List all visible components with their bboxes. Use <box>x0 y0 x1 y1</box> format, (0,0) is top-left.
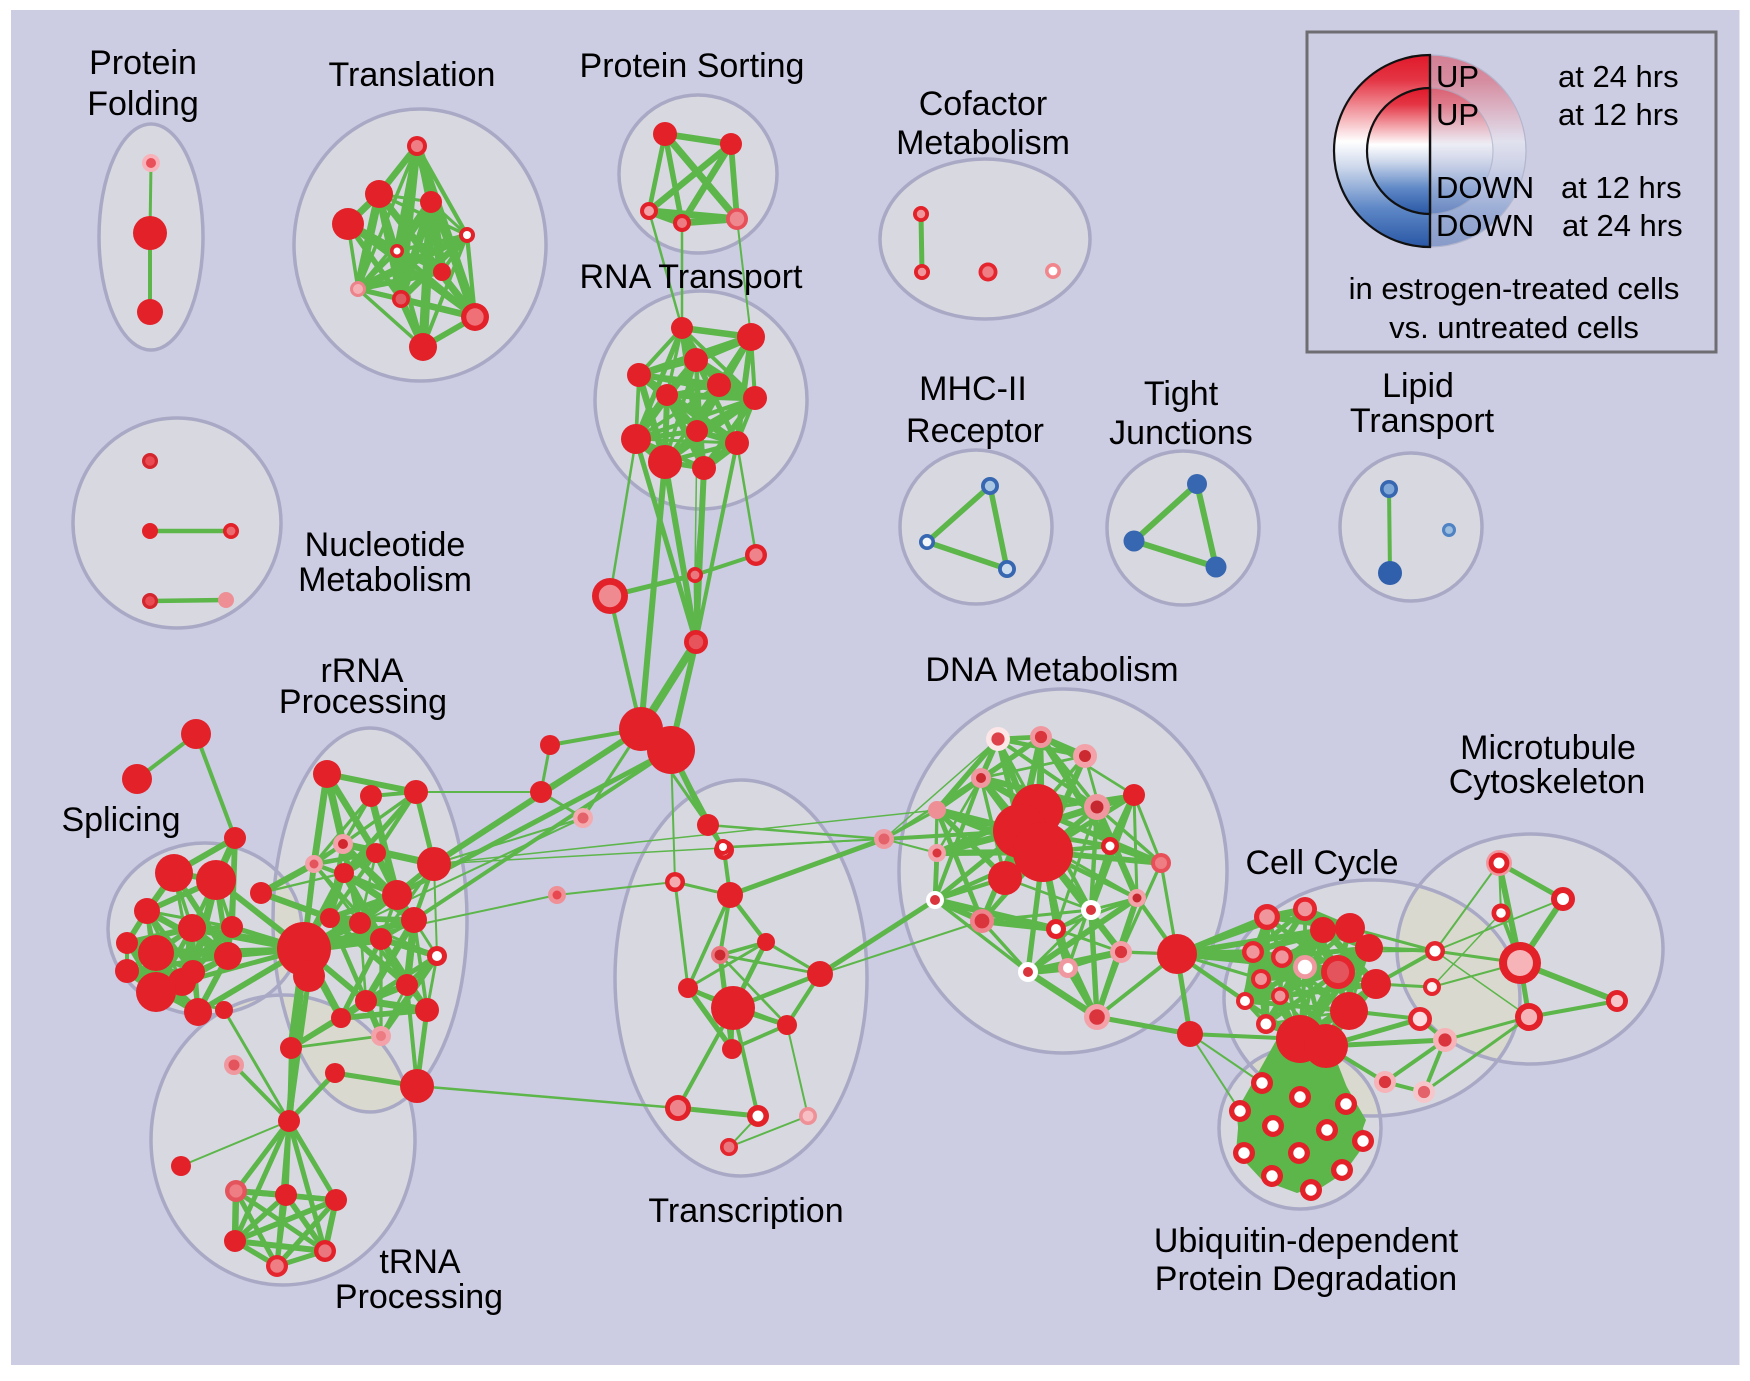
svg-text:Folding: Folding <box>87 85 199 123</box>
svg-text:at 12 hrs: at 12 hrs <box>1561 170 1682 205</box>
svg-text:tRNA: tRNA <box>379 1243 461 1281</box>
svg-text:Ubiquitin-dependent: Ubiquitin-dependent <box>1154 1222 1459 1260</box>
svg-text:in estrogen-treated cells: in estrogen-treated cells <box>1349 271 1680 306</box>
svg-text:DNA Metabolism: DNA Metabolism <box>925 651 1178 689</box>
svg-text:Lipid: Lipid <box>1382 367 1454 405</box>
svg-text:Processing: Processing <box>279 683 447 721</box>
svg-text:DOWN: DOWN <box>1436 208 1534 243</box>
svg-text:rRNA: rRNA <box>320 652 403 690</box>
svg-text:UP: UP <box>1436 97 1479 132</box>
svg-text:Processing: Processing <box>335 1278 503 1316</box>
svg-text:UP: UP <box>1436 59 1479 94</box>
svg-text:Protein Degradation: Protein Degradation <box>1155 1260 1457 1298</box>
svg-text:Cofactor: Cofactor <box>919 85 1048 123</box>
svg-text:Tight: Tight <box>1144 375 1219 413</box>
svg-text:Cell Cycle: Cell Cycle <box>1245 844 1398 882</box>
svg-text:Protein Sorting: Protein Sorting <box>580 47 805 85</box>
svg-text:RNA Transport: RNA Transport <box>580 258 804 296</box>
svg-text:Junctions: Junctions <box>1109 414 1253 452</box>
svg-text:Transport: Transport <box>1350 402 1495 440</box>
svg-text:Transcription: Transcription <box>648 1192 843 1230</box>
svg-text:Metabolism: Metabolism <box>896 124 1070 162</box>
svg-text:at 24 hrs: at 24 hrs <box>1562 208 1683 243</box>
svg-text:Metabolism: Metabolism <box>298 561 472 599</box>
svg-text:Splicing: Splicing <box>61 801 180 839</box>
svg-text:at 24 hrs: at 24 hrs <box>1558 59 1679 94</box>
svg-text:Protein: Protein <box>89 44 197 82</box>
svg-text:DOWN: DOWN <box>1436 170 1534 205</box>
svg-text:Nucleotide: Nucleotide <box>305 526 466 564</box>
svg-text:MHC-II: MHC-II <box>919 370 1027 408</box>
svg-text:Microtubule: Microtubule <box>1460 729 1636 767</box>
svg-text:Cytoskeleton: Cytoskeleton <box>1449 763 1646 801</box>
svg-text:Receptor: Receptor <box>906 412 1044 450</box>
svg-text:at 12 hrs: at 12 hrs <box>1558 97 1679 132</box>
svg-text:Translation: Translation <box>329 56 496 94</box>
svg-text:vs. untreated cells: vs. untreated cells <box>1389 310 1639 345</box>
